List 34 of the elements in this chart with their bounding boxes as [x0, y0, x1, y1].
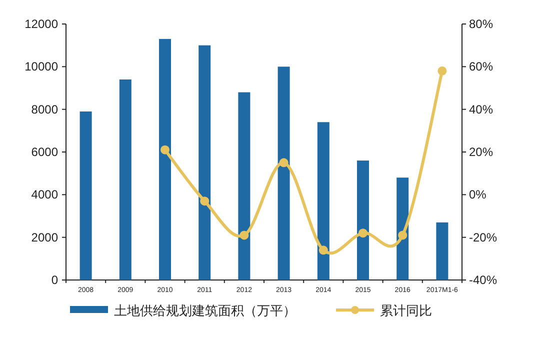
point	[200, 196, 210, 206]
legend-label: 累计同比	[380, 303, 432, 318]
point	[398, 230, 408, 240]
point	[358, 228, 368, 238]
y-tick-label: 12000	[24, 17, 58, 31]
bar	[119, 79, 132, 280]
y-tick-label: 2000	[31, 230, 58, 244]
bar	[278, 66, 290, 280]
y2-tick-label: 80%	[469, 17, 494, 31]
bar	[357, 160, 369, 280]
point	[318, 246, 328, 255]
bar	[198, 45, 211, 280]
y2-tick-label: -20%	[469, 230, 498, 244]
y-tick-label: 8000	[31, 102, 58, 116]
y2-tick-label: 20%	[469, 145, 494, 159]
point	[160, 145, 170, 154]
y2-tick-label: -40%	[469, 273, 498, 287]
y-tick-label: 6000	[31, 145, 58, 159]
y2-tick-label: 60%	[469, 60, 494, 74]
y-tick-label: 10000	[24, 60, 58, 74]
bar	[436, 222, 448, 280]
y-tick-label: 0	[51, 273, 58, 287]
y2-tick-label: 0%	[469, 188, 487, 202]
y-tick-label: 4000	[31, 188, 58, 202]
y2-tick-label: 40%	[469, 102, 494, 116]
bar	[317, 122, 330, 280]
point	[279, 158, 288, 168]
bar	[159, 38, 171, 280]
bar	[396, 178, 409, 280]
legend-label: 土地供给规划建筑面积（万平）	[114, 303, 296, 318]
point	[240, 230, 249, 240]
bar	[80, 111, 92, 280]
point	[438, 66, 447, 76]
bar	[238, 92, 250, 280]
